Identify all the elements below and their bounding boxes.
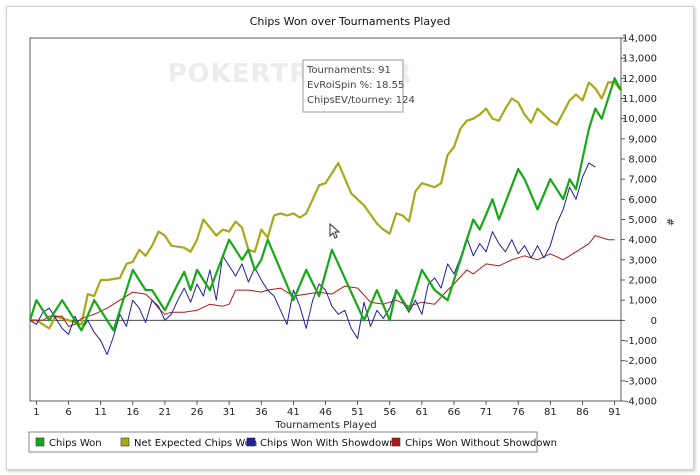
y-tick-label: -4,000: [625, 397, 657, 408]
legend-swatch: [120, 437, 130, 447]
series-group: [28, 77, 622, 356]
legend-label: Net Expected Chips Won: [134, 438, 257, 449]
series-line: [29, 162, 596, 356]
legend-label: Chips Won Without Showdown: [405, 438, 557, 449]
x-tick-label: 76: [512, 407, 525, 418]
y-tick-label: 11,000: [622, 94, 657, 105]
x-tick-label: 31: [223, 407, 236, 418]
x-tick-label: 66: [448, 407, 461, 418]
y-tick-label: 10,000: [622, 114, 657, 125]
x-tick-label: 61: [415, 407, 428, 418]
x-tick-label: 41: [287, 407, 300, 418]
y-tick-label: 2,000: [628, 276, 657, 287]
y-tick-label: 9,000: [628, 134, 657, 145]
legend-item[interactable]: Chips Won With Showdown: [246, 437, 396, 449]
series-line: [28, 77, 622, 332]
x-tick-label: 21: [159, 407, 172, 418]
legend-label: Chips Won With Showdown: [260, 438, 396, 449]
cursor-icon: [329, 222, 341, 239]
x-tick-label: 6: [65, 407, 71, 418]
y-tick-label: 4,000: [628, 235, 657, 246]
x-tick-label: 1: [33, 407, 39, 418]
x-tick-label: 81: [544, 407, 557, 418]
x-axis-label: Tournaments Played: [274, 420, 376, 431]
tooltip-line: ChipsEV/tourney: 124: [307, 95, 415, 106]
y-tick-label: -1,000: [625, 336, 657, 347]
x-tick-label: 11: [94, 407, 107, 418]
tooltip-box: [302, 59, 404, 113]
series-line: [30, 235, 615, 327]
y-tick-label: 8,000: [628, 155, 657, 166]
x-tick-label: 36: [255, 407, 268, 418]
x-tick-label: 86: [576, 407, 589, 418]
y-tick-label: 12,000: [622, 74, 657, 85]
legend-item[interactable]: Net Expected Chips Won: [120, 437, 257, 449]
y-tick-label: 7,000: [628, 175, 657, 186]
legend-box: [28, 431, 538, 453]
x-tick-label: 26: [191, 407, 204, 418]
legend-item[interactable]: Chips Won Without Showdown: [391, 437, 557, 449]
y-axis-label: #: [664, 218, 675, 226]
tooltip-line: EvRoiSpin %: 18.55: [307, 80, 404, 91]
y-tick-label: 14,000: [622, 34, 657, 45]
y-tick-label: 0: [651, 316, 657, 327]
x-tick-label: 46: [319, 407, 332, 418]
x-axis: 1 6 11 16 21 26 31 36 41 46 51 56 61 66 71 76 81 86 91: [33, 401, 621, 418]
y-tick-label: 6,000: [628, 195, 657, 206]
y-tick-label: 13,000: [622, 54, 657, 65]
x-tick-label: 51: [351, 407, 364, 418]
y-tick-label: -3,000: [625, 376, 657, 387]
x-tick-label: 91: [608, 407, 621, 418]
legend-swatch: [391, 437, 401, 447]
legend-label: Chips Won: [49, 438, 102, 449]
legend-swatch: [35, 437, 45, 447]
legend: Chips Won Net Expected Chips Won Chips W…: [28, 431, 557, 453]
legend-swatch: [246, 437, 256, 447]
y-tick-label: 1,000: [628, 296, 657, 307]
tooltip: Tournaments: 91 EvRoiSpin %: 18.55 Chips…: [302, 59, 415, 113]
y-axis: -4,000 -3,000 -2,000 -1,000 0 1,000 2,000 3,000…: [621, 34, 657, 408]
x-tick-label: 71: [480, 407, 493, 418]
series-line: [30, 81, 622, 330]
tooltip-line: Tournaments: 91: [306, 65, 391, 76]
y-tick-label: 3,000: [628, 255, 657, 266]
x-tick-label: 16: [126, 407, 139, 418]
x-tick-label: 56: [383, 407, 396, 418]
chart-title: Chips Won over Tournaments Played: [250, 15, 451, 28]
y-tick-label: 5,000: [628, 215, 657, 226]
legend-item[interactable]: Chips Won: [35, 437, 102, 449]
y-tick-label: -2,000: [625, 356, 657, 367]
